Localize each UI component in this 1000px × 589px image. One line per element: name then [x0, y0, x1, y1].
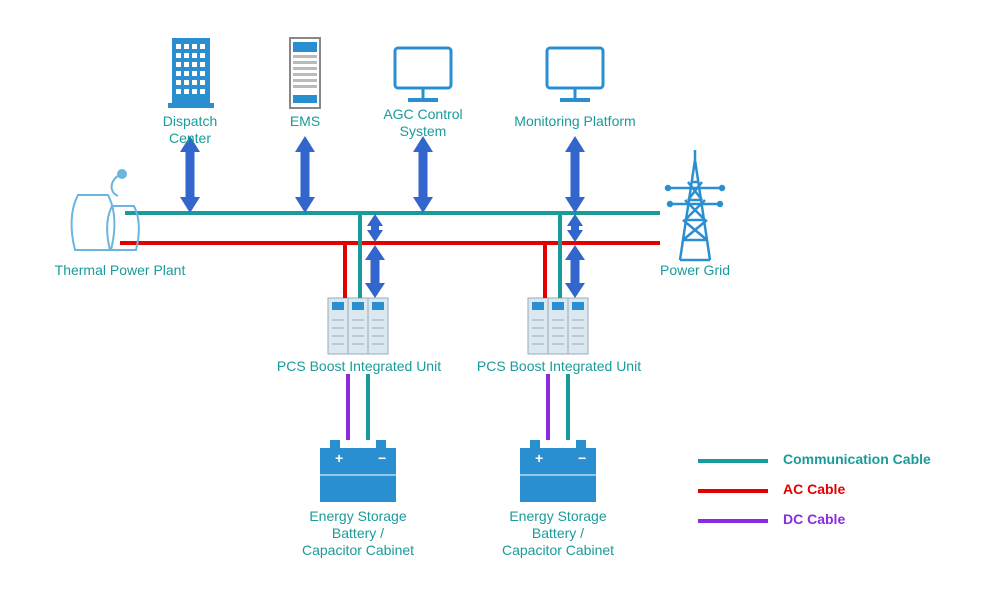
pcs-unit-2-icon [528, 298, 588, 354]
legend-comm-line [698, 459, 768, 463]
agc-label: AGC Control System [378, 106, 468, 140]
svg-text:+: + [335, 450, 343, 466]
arrows [180, 136, 585, 298]
legend-comm-label: Communication Cable [783, 451, 931, 467]
thermal-power-plant-icon [72, 169, 139, 250]
legend-ac-line [698, 489, 768, 493]
ems-label: EMS [280, 113, 330, 130]
legend-dc-label: DC Cable [783, 511, 845, 527]
pcs1-label: PCS Boost Integrated Unit [274, 358, 444, 375]
monitoring-label: Monitoring Platform [510, 113, 640, 130]
power-grid-label: Power Grid [650, 262, 740, 279]
battery-2-icon: + − [520, 440, 596, 502]
network-diagram: + − + − [0, 0, 1000, 589]
battery1-label: Energy Storage Battery / Capacitor Cabin… [296, 508, 420, 558]
dispatch-center-label: Dispatch Center [140, 113, 240, 147]
monitoring-monitor-icon [547, 48, 603, 100]
svg-text:+: + [535, 450, 543, 466]
battery-1-icon: + − [320, 440, 396, 502]
pcs-unit-1-icon [328, 298, 388, 354]
legend-dc-line [698, 519, 768, 523]
power-grid-icon [666, 150, 724, 260]
thermal-power-plant-label: Thermal Power Plant [45, 262, 195, 279]
legend-ac-label: AC Cable [783, 481, 845, 497]
ems-icon [290, 38, 320, 108]
pcs2-label: PCS Boost Integrated Unit [474, 358, 644, 375]
battery2-label: Energy Storage Battery / Capacitor Cabin… [496, 508, 620, 558]
svg-text:−: − [578, 450, 586, 466]
dispatch-center-icon [168, 38, 214, 108]
svg-text:−: − [378, 450, 386, 466]
agc-monitor-icon [395, 48, 451, 100]
